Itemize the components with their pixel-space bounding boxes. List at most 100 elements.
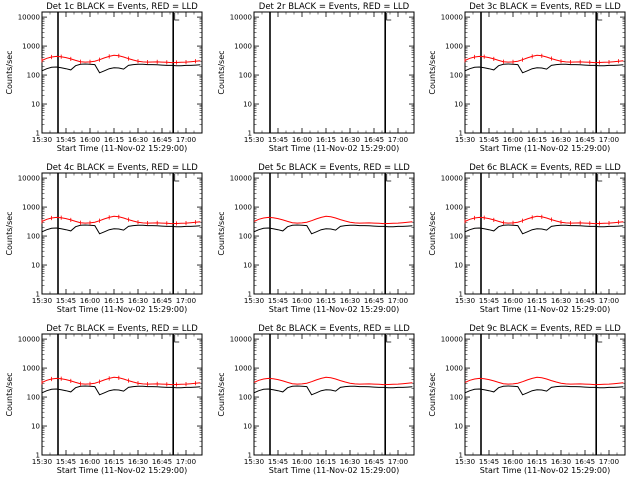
y-tick-label: 10 (31, 262, 40, 270)
y-axis-label: Counts/sec (217, 372, 226, 416)
plot-frame (464, 333, 626, 456)
x-tick-label: 16:15 (104, 136, 124, 144)
x-tick-label: 15:45 (56, 297, 76, 305)
x-axis-label: Start Time (11-Nov-02 15:29:00) (269, 144, 399, 153)
plot-frame (253, 172, 415, 295)
x-tick-label: 16:45 (152, 136, 172, 144)
x-tick-label: 16:45 (575, 297, 595, 305)
x-tick-label: 16:30 (340, 297, 360, 305)
x-tick-label: 15:45 (479, 458, 499, 466)
x-tick-label: 15:30 (455, 297, 475, 305)
x-tick-label: 17:00 (599, 458, 619, 466)
x-tick-label: 16:30 (551, 458, 571, 466)
marker-flag (386, 335, 392, 343)
plot-frame (464, 172, 626, 295)
x-tick-label: 15:30 (244, 458, 264, 466)
x-tick-label: 16:00 (292, 297, 312, 305)
y-tick-label: 100 (239, 394, 252, 402)
plot-frame (253, 11, 415, 134)
plot-frame (253, 333, 415, 456)
panel-7: Det 7c BLACK = Events, RED = LLD 1 10 100 10… (5, 324, 203, 475)
x-tick-label: 15:45 (479, 136, 499, 144)
y-axis-label: Counts/sec (217, 50, 226, 94)
y-tick-label: 10000 (441, 336, 463, 344)
y-tick-label: 1 (36, 452, 40, 460)
x-tick-label: 16:45 (152, 297, 172, 305)
y-axis-label: Counts/sec (5, 50, 14, 94)
y-tick-label: 10000 (441, 14, 463, 22)
series-line-lld (41, 376, 201, 386)
panel-9: Det 9c BLACK = Events, RED = LLD 1 10 100 10… (428, 324, 626, 475)
y-tick-label: 10000 (18, 175, 40, 183)
y-tick-label: 100 (239, 233, 252, 241)
panel-1: Det 1c BLACK = Events, RED = LLD 1 10 100 10… (5, 2, 203, 153)
marker-flag (386, 13, 392, 21)
x-tick-label: 16:45 (152, 458, 172, 466)
panel-title: Det 6c BLACK = Events, RED = LLD (469, 163, 621, 173)
x-tick-label: 15:45 (479, 297, 499, 305)
y-tick-label: 10 (243, 101, 252, 109)
x-tick-label: 16:00 (80, 297, 100, 305)
panel-title: Det 8c BLACK = Events, RED = LLD (258, 324, 410, 334)
y-tick-label: 1 (459, 130, 463, 138)
x-tick-label: 15:30 (32, 458, 52, 466)
y-tick-label: 10000 (441, 175, 463, 183)
x-tick-label: 16:30 (340, 136, 360, 144)
x-axis-label: Start Time (11-Nov-02 15:29:00) (269, 305, 399, 314)
marker-flag (597, 335, 603, 343)
y-axis-label: Counts/sec (428, 211, 437, 255)
x-tick-label: 17:00 (176, 136, 196, 144)
y-tick-label: 10000 (230, 14, 252, 22)
marker-flag (597, 13, 603, 21)
series-line-lld (464, 54, 624, 64)
x-tick-label: 16:15 (527, 458, 547, 466)
marker-flag (386, 174, 392, 182)
x-tick-label: 15:30 (32, 136, 52, 144)
y-tick-label: 10 (454, 423, 463, 431)
panel-6: Det 6c BLACK = Events, RED = LLD 1 10 100 10… (428, 163, 626, 314)
y-tick-label: 100 (239, 72, 252, 80)
y-tick-label: 100 (27, 72, 40, 80)
x-tick-label: 15:30 (244, 297, 264, 305)
marker-flag (174, 174, 180, 182)
series-line-events (41, 385, 201, 396)
x-tick-label: 16:30 (551, 297, 571, 305)
y-tick-label: 10 (31, 101, 40, 109)
x-axis-label: Start Time (11-Nov-02 15:29:00) (480, 144, 610, 153)
panel-title: Det 7c BLACK = Events, RED = LLD (46, 324, 198, 334)
y-tick-label: 1 (248, 452, 252, 460)
x-tick-label: 15:30 (244, 136, 264, 144)
panel-3: Det 3c BLACK = Events, RED = LLD 1 10 100 10… (428, 2, 626, 153)
y-axis-label: Counts/sec (217, 211, 226, 255)
x-tick-label: 16:00 (292, 458, 312, 466)
y-tick-label: 10000 (18, 14, 40, 22)
plot-frame (41, 333, 203, 456)
y-tick-label: 1000 (234, 365, 252, 373)
x-axis-label: Start Time (11-Nov-02 15:29:00) (480, 305, 610, 314)
x-tick-label: 16:15 (527, 297, 547, 305)
y-axis-label: Counts/sec (5, 372, 14, 416)
x-tick-label: 17:00 (176, 297, 196, 305)
x-tick-label: 17:00 (388, 136, 408, 144)
series-line-events (41, 63, 201, 74)
y-tick-label: 1 (459, 291, 463, 299)
x-tick-label: 17:00 (599, 297, 619, 305)
x-tick-label: 16:00 (503, 136, 523, 144)
x-tick-label: 16:45 (575, 458, 595, 466)
y-tick-label: 10 (31, 423, 40, 431)
x-tick-label: 16:45 (575, 136, 595, 144)
x-tick-label: 16:00 (292, 136, 312, 144)
series-line-events (464, 224, 624, 235)
x-tick-label: 17:00 (388, 458, 408, 466)
series-line-events (41, 224, 201, 235)
y-axis-label: Counts/sec (428, 372, 437, 416)
x-tick-label: 15:45 (268, 458, 288, 466)
panel-5: Det 5c BLACK = Events, RED = LLD 1 10 100 10… (217, 163, 415, 314)
x-tick-label: 17:00 (176, 458, 196, 466)
panel-title: Det 2r BLACK = Events, RED = LLD (259, 2, 410, 12)
y-tick-label: 1 (459, 452, 463, 460)
y-tick-label: 10 (454, 101, 463, 109)
x-tick-label: 15:30 (455, 136, 475, 144)
x-tick-label: 16:45 (364, 297, 384, 305)
